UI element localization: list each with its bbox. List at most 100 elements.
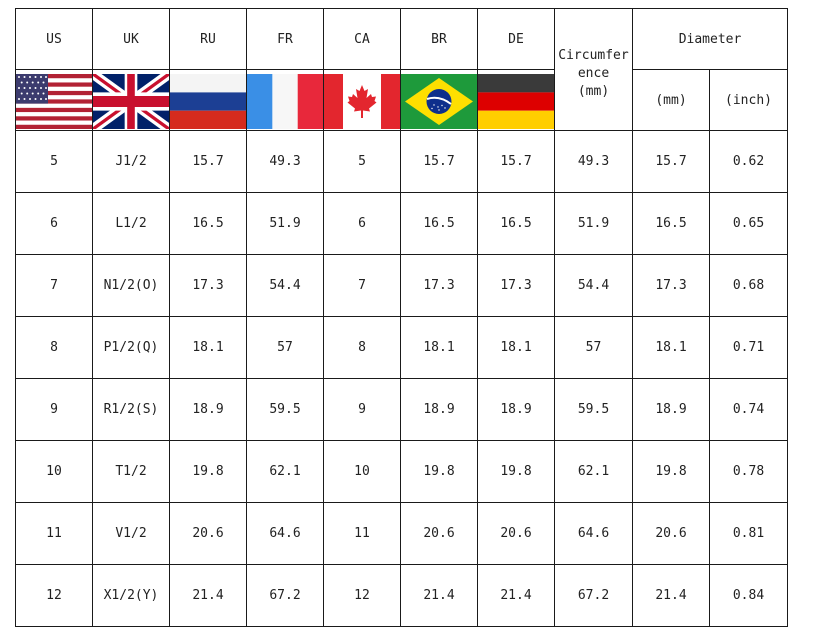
cell-circumference-mm: 57 xyxy=(554,316,633,379)
cell-ru: 19.8 xyxy=(169,440,247,503)
cell-diameter-mm: 15.7 xyxy=(632,130,710,193)
cell-br: 15.7 xyxy=(400,130,478,193)
header-de: DE xyxy=(477,8,555,70)
fr-flag-cell xyxy=(246,69,324,131)
cell-us: 6 xyxy=(15,192,93,255)
cell-diameter-inch: 0.71 xyxy=(709,316,788,379)
cell-circumference-mm: 54.4 xyxy=(554,254,633,317)
table-row: 11 V1/2 20.6 64.6 11 20.6 20.6 64.6 20.6 0.81 xyxy=(15,502,788,565)
table-row: 10 T1/2 19.8 62.1 10 19.8 19.8 62.1 19.8 0.78 xyxy=(15,440,788,503)
header-ca: CA xyxy=(323,8,401,70)
cell-us: 12 xyxy=(15,564,93,627)
header-fr: FR xyxy=(246,8,324,70)
header-circumference: Circumfer ence (mm) xyxy=(554,8,633,131)
header-us: US xyxy=(15,8,93,70)
ring-size-table: US UK RU FR CA BR DE Circumfer ence (mm)… xyxy=(15,8,788,627)
ca-flag-icon xyxy=(324,74,400,129)
cell-circumference-mm: 67.2 xyxy=(554,564,633,627)
cell-ru: 18.9 xyxy=(169,378,247,441)
cell-diameter-mm: 16.5 xyxy=(632,192,710,255)
cell-diameter-inch: 0.84 xyxy=(709,564,788,627)
cell-fr: 51.9 xyxy=(246,192,324,255)
circumference-unit: (mm) xyxy=(577,83,610,99)
cell-us: 10 xyxy=(15,440,93,503)
br-flag-icon xyxy=(401,74,477,129)
cell-ca: 7 xyxy=(323,254,401,317)
cell-br: 18.1 xyxy=(400,316,478,379)
de-flag-icon xyxy=(478,74,554,129)
cell-diameter-inch: 0.68 xyxy=(709,254,788,317)
cell-ru: 17.3 xyxy=(169,254,247,317)
header-br: BR xyxy=(400,8,478,70)
cell-us: 8 xyxy=(15,316,93,379)
cell-ru: 18.1 xyxy=(169,316,247,379)
cell-circumference-mm: 51.9 xyxy=(554,192,633,255)
cell-uk: J1/2 xyxy=(92,130,170,193)
cell-uk: T1/2 xyxy=(92,440,170,503)
cell-uk: N1/2(O) xyxy=(92,254,170,317)
table-row: 5 J1/2 15.7 49.3 5 15.7 15.7 49.3 15.7 0.62 xyxy=(15,130,788,193)
cell-diameter-inch: 0.74 xyxy=(709,378,788,441)
cell-diameter-inch: 0.81 xyxy=(709,502,788,565)
us-flag-icon xyxy=(16,74,92,129)
cell-diameter-mm: 18.1 xyxy=(632,316,710,379)
us-flag-cell xyxy=(15,69,93,131)
cell-ca: 11 xyxy=(323,502,401,565)
fr-flag-icon xyxy=(247,74,323,129)
cell-diameter-inch: 0.62 xyxy=(709,130,788,193)
cell-br: 20.6 xyxy=(400,502,478,565)
cell-circumference-mm: 64.6 xyxy=(554,502,633,565)
cell-us: 7 xyxy=(15,254,93,317)
cell-diameter-mm: 17.3 xyxy=(632,254,710,317)
cell-diameter-mm: 20.6 xyxy=(632,502,710,565)
cell-ca: 9 xyxy=(323,378,401,441)
cell-ru: 16.5 xyxy=(169,192,247,255)
cell-circumference-mm: 62.1 xyxy=(554,440,633,503)
de-flag-cell xyxy=(477,69,555,131)
cell-us: 11 xyxy=(15,502,93,565)
cell-fr: 59.5 xyxy=(246,378,324,441)
uk-flag-cell xyxy=(92,69,170,131)
table-row: 7 N1/2(O) 17.3 54.4 7 17.3 17.3 54.4 17.3 0.68 xyxy=(15,254,788,317)
cell-de: 20.6 xyxy=(477,502,555,565)
cell-fr: 49.3 xyxy=(246,130,324,193)
ru-flag-cell xyxy=(169,69,247,131)
cell-us: 5 xyxy=(15,130,93,193)
ca-flag-cell xyxy=(323,69,401,131)
circumference-line1: Circumfer xyxy=(558,47,629,63)
cell-ca: 12 xyxy=(323,564,401,627)
cell-ca: 6 xyxy=(323,192,401,255)
cell-br: 17.3 xyxy=(400,254,478,317)
cell-de: 16.5 xyxy=(477,192,555,255)
cell-ru: 21.4 xyxy=(169,564,247,627)
cell-de: 18.9 xyxy=(477,378,555,441)
table-row: 8 P1/2(Q) 18.1 57 8 18.1 18.1 57 18.1 0.71 xyxy=(15,316,788,379)
cell-fr: 67.2 xyxy=(246,564,324,627)
cell-br: 21.4 xyxy=(400,564,478,627)
cell-diameter-inch: 0.78 xyxy=(709,440,788,503)
header-uk: UK xyxy=(92,8,170,70)
header-diameter-inch: (inch) xyxy=(709,69,788,131)
cell-uk: L1/2 xyxy=(92,192,170,255)
cell-br: 16.5 xyxy=(400,192,478,255)
cell-de: 15.7 xyxy=(477,130,555,193)
cell-circumference-mm: 49.3 xyxy=(554,130,633,193)
uk-flag-icon xyxy=(93,74,169,129)
table-row: 9 R1/2(S) 18.9 59.5 9 18.9 18.9 59.5 18.9 0.74 xyxy=(15,378,788,441)
cell-diameter-mm: 19.8 xyxy=(632,440,710,503)
cell-fr: 64.6 xyxy=(246,502,324,565)
cell-de: 17.3 xyxy=(477,254,555,317)
cell-de: 19.8 xyxy=(477,440,555,503)
cell-diameter-inch: 0.65 xyxy=(709,192,788,255)
cell-diameter-mm: 18.9 xyxy=(632,378,710,441)
cell-fr: 62.1 xyxy=(246,440,324,503)
header-diameter: Diameter xyxy=(632,8,788,70)
cell-uk: P1/2(Q) xyxy=(92,316,170,379)
cell-us: 9 xyxy=(15,378,93,441)
size-rows: 5 J1/2 15.7 49.3 5 15.7 15.7 49.3 15.7 0.62 6 L1/2 1… xyxy=(15,130,788,627)
table-row: 12 X1/2(Y) 21.4 67.2 12 21.4 21.4 67.2 21.4 0.84 xyxy=(15,564,788,627)
table-row: 6 L1/2 16.5 51.9 6 16.5 16.5 51.9 16.5 0.65 xyxy=(15,192,788,255)
header-diameter-mm: (mm) xyxy=(632,69,710,131)
cell-diameter-mm: 21.4 xyxy=(632,564,710,627)
header-row: US UK RU FR CA BR DE Circumfer ence (mm)… xyxy=(15,8,788,131)
